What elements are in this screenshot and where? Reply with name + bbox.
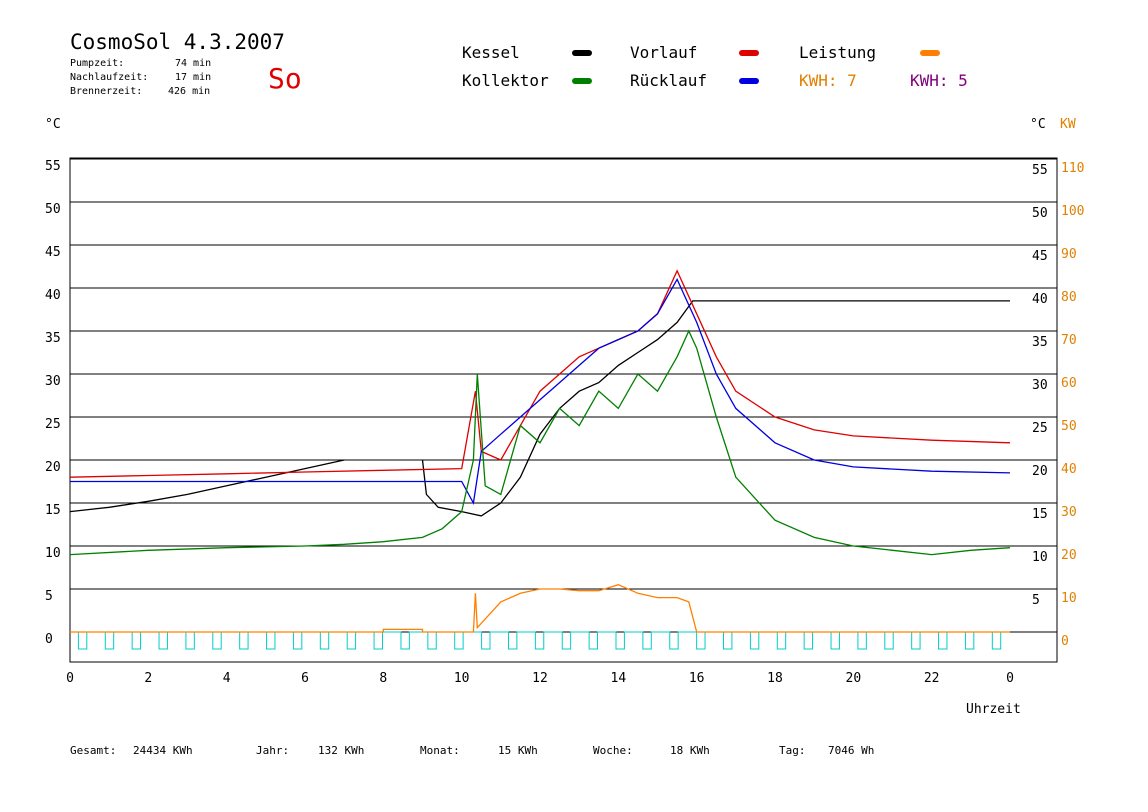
- y2-tick-label-10: 10: [1061, 591, 1077, 606]
- y-tick-label-left-10: 10: [45, 546, 61, 561]
- footer-tag-value: 7046 Wh: [828, 744, 875, 757]
- legend-kwh-orange: KWH: 7: [799, 71, 857, 90]
- series-line-vorlauf: [69, 269, 1011, 478]
- right-axis-unit-kw: KW: [1060, 117, 1076, 132]
- y-tick-label-right-50: 50: [1032, 206, 1048, 221]
- legend-ruecklauf-label: Rücklauf: [630, 71, 708, 90]
- stat-label-brennerzeit: Brennerzeit:: [70, 86, 143, 97]
- plot-frame: [69, 157, 1058, 663]
- y2-tick-label-90: 90: [1061, 247, 1077, 262]
- footer-tag-label: Tag:: [779, 744, 806, 757]
- x-tick-label-7: 14: [611, 671, 627, 686]
- y2-tick-label-50: 50: [1061, 419, 1077, 434]
- footer-jahr-value: 132 KWh: [318, 744, 365, 757]
- weekday-label: So: [268, 62, 302, 95]
- stat-label-nachlaufzeit: Nachlaufzeit:: [70, 72, 149, 83]
- y2-tick-label-0: 0: [1061, 634, 1069, 649]
- y2-tick-label-100: 100: [1061, 204, 1084, 219]
- y-tick-label-right-5: 5: [1032, 593, 1040, 608]
- y2-tick-label-40: 40: [1061, 462, 1077, 477]
- y-tick-label-right-40: 40: [1032, 292, 1048, 307]
- y2-tick-label-20: 20: [1061, 548, 1077, 563]
- x-tick-label-3: 6: [301, 671, 309, 686]
- stat-label-pumpzeit: Pumpzeit:: [70, 58, 125, 69]
- footer-monat-value: 15 KWh: [498, 744, 538, 757]
- x-tick-label-11: 22: [924, 671, 940, 686]
- y-tick-label-left-0: 0: [45, 632, 53, 647]
- x-tick-label-9: 18: [767, 671, 783, 686]
- x-tick-label-6: 12: [532, 671, 548, 686]
- y-tick-label-left-55: 55: [45, 159, 61, 174]
- pump-state-line: [70, 631, 1010, 650]
- x-tick-label-4: 8: [379, 671, 387, 686]
- x-tick-label-5: 10: [454, 671, 470, 686]
- series-line-leistung: [70, 584, 1010, 633]
- x-tick-label-12: 0: [1006, 671, 1014, 686]
- series-line-kessel: [69, 300, 1010, 517]
- x-axis-label: Uhrzeit: [966, 702, 1021, 717]
- footer-gesamt-label: Gesamt:: [70, 744, 117, 757]
- y2-tick-label-80: 80: [1061, 290, 1077, 305]
- y-tick-label-left-50: 50: [45, 202, 61, 217]
- y-tick-label-right-15: 15: [1032, 507, 1048, 522]
- x-tick-label-0: 0: [66, 671, 74, 686]
- right-axis-unit: °C: [1030, 117, 1046, 132]
- y-tick-label-right-10: 10: [1032, 550, 1048, 565]
- footer-woche-value: 18 KWh: [670, 744, 710, 757]
- legend-kessel-label: Kessel: [462, 43, 520, 62]
- y-tick-label-left-30: 30: [45, 374, 61, 389]
- chart-title: CosmoSol 4.3.2007: [70, 30, 285, 54]
- footer-woche-label: Woche:: [593, 744, 633, 757]
- y-tick-label-right-25: 25: [1032, 421, 1048, 436]
- y-tick-label-left-40: 40: [45, 288, 61, 303]
- series-line-rcklauf: [70, 277, 1011, 506]
- x-tick-label-2: 4: [223, 671, 231, 686]
- y2-tick-label-30: 30: [1061, 505, 1077, 520]
- legend-vorlauf-label: Vorlauf: [630, 43, 698, 62]
- stat-value-nachlaufzeit: 17 min: [175, 72, 212, 83]
- y-tick-label-right-45: 45: [1032, 249, 1048, 264]
- y-tick-label-left-15: 15: [45, 503, 61, 518]
- legend-kwh-purple: KWH: 5: [910, 71, 968, 90]
- footer-monat-label: Monat:: [420, 744, 460, 757]
- stat-value-pumpzeit: 74 min: [175, 58, 212, 69]
- y-tick-label-left-35: 35: [45, 331, 61, 346]
- y-tick-label-right-30: 30: [1032, 378, 1048, 393]
- x-tick-label-8: 16: [689, 671, 705, 686]
- footer-gesamt-value: 24434 KWh: [133, 744, 193, 757]
- y2-tick-label-110: 110: [1061, 161, 1084, 176]
- y-tick-label-left-25: 25: [45, 417, 61, 432]
- series-line-kollektor: [69, 329, 1011, 556]
- left-axis-unit: °C: [45, 117, 61, 132]
- stat-value-brennerzeit: 426 min: [168, 86, 211, 97]
- footer-jahr-label: Jahr:: [256, 744, 290, 757]
- y-tick-label-right-55: 55: [1032, 163, 1048, 178]
- y-tick-label-right-20: 20: [1032, 464, 1048, 479]
- y2-tick-label-70: 70: [1061, 333, 1077, 348]
- y2-tick-label-60: 60: [1061, 376, 1077, 391]
- y-tick-label-left-20: 20: [45, 460, 61, 475]
- x-tick-label-1: 2: [144, 671, 152, 686]
- x-tick-label-10: 20: [846, 671, 862, 686]
- y-tick-label-left-5: 5: [45, 589, 53, 604]
- y-tick-label-left-45: 45: [45, 245, 61, 260]
- legend-leistung-label: Leistung: [799, 43, 877, 62]
- legend-kollektor-label: Kollektor: [462, 71, 549, 90]
- y-tick-label-right-35: 35: [1032, 335, 1048, 350]
